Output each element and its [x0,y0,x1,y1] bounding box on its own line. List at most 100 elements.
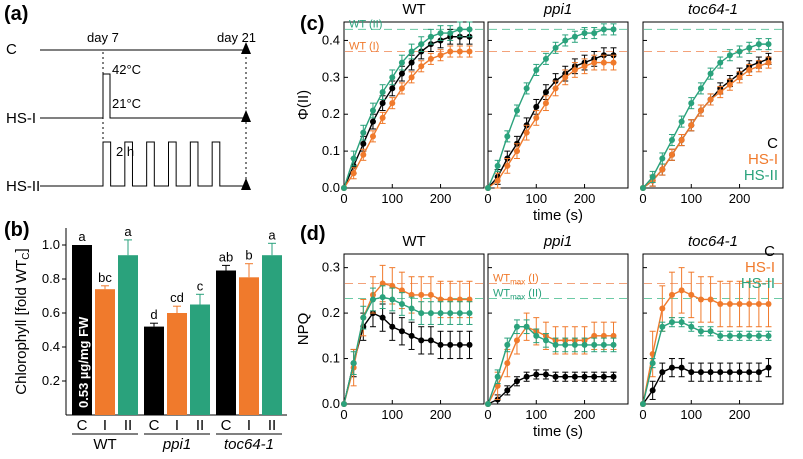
bar [95,289,115,415]
data-point [581,63,588,70]
y-tick-label: 0.1 [322,351,340,366]
subplot-WT: WT 0 100 200 0.0 0.1 0.2 0.3 0.4 [322,1,485,206]
data-point [542,100,549,107]
data-point [755,301,762,307]
x-tick-label: 200 [430,191,452,206]
data-point [668,137,675,144]
data-point [494,373,501,380]
data-point [736,74,743,81]
data-point [398,85,405,92]
data-point [697,328,704,335]
data-point [765,41,772,48]
bar [216,270,236,415]
significance-letter: c [197,278,204,293]
bar [118,255,138,415]
subplot-title: toc64-1 [688,1,738,18]
data-point [591,373,598,380]
data-point [494,177,501,184]
data-point [697,107,704,114]
data-point [533,114,540,121]
data-point [649,173,656,180]
data-point [447,310,454,317]
data-point [466,48,473,55]
data-point [523,373,530,380]
data-point [437,310,444,317]
data-point [389,85,396,92]
data-point [552,44,559,51]
data-point [369,296,376,303]
x-tick-label: 100 [381,191,403,206]
data-point [360,129,367,136]
data-point [591,332,598,339]
bar [239,277,259,415]
data-point [746,332,753,339]
day-end-label: day 21 [217,30,256,45]
data-point [398,287,405,294]
data-point [649,387,656,394]
treatment-tick-label: C [221,417,232,434]
panel-label-d: (d) [300,223,326,245]
reference-label: WTmax (II) [493,288,542,302]
data-point [552,85,559,92]
significance-letter: a [124,224,132,239]
data-point [350,155,357,162]
treatment-label-hs1: HS-I [6,110,36,127]
data-point [456,26,463,33]
significance-letter: d [150,307,157,322]
data-point [668,364,675,371]
group-label: toc64-1 [224,436,274,453]
data-point [513,378,520,385]
data-point [678,137,685,144]
significance-letter: a [268,227,276,242]
plot-frame [343,253,485,405]
data-point [513,148,520,155]
y-tick-label: 0.6 [42,305,60,320]
bar [144,326,164,415]
data-point [418,291,425,298]
data-point [610,341,617,348]
data-point [726,52,733,59]
data-point [398,59,405,66]
data-point [640,185,646,191]
reference-label: WTmax (I) [493,273,539,287]
data-point [552,341,559,348]
data-point [697,85,704,92]
y-tick-label: 0.2 [42,373,60,388]
treatment-tick-label: II [124,417,132,434]
legend-hs2: HS-II [741,275,775,292]
treatment-tick-label: I [247,417,251,434]
data-point [591,59,598,66]
data-point [437,341,444,348]
y-tick-label: 1.0 [42,237,60,252]
chlorophyll-bar-chart: 0.2 0.4 0.6 0.8 1.0 Chlorophyll [fold WTC] a Cb… [13,224,287,453]
data-point [542,371,549,378]
significance-letter: ab [219,249,233,264]
data-point [562,37,569,44]
temp-normal-label: 21°C [112,96,141,111]
x-tick-label: 0 [639,407,646,422]
data-point [571,373,578,380]
data-point [504,360,511,367]
sampling-arrow [241,42,251,54]
bar [262,255,282,415]
y-axis-label: NPQ [295,313,312,346]
significance-letter: b [245,248,252,263]
data-point [610,332,617,339]
legend-c: C [764,243,775,260]
data-point [466,296,473,303]
data-point [542,89,549,96]
data-point [485,185,491,191]
x-tick-label: 0 [340,191,347,206]
data-point [736,48,743,55]
sampling-arrow [241,110,251,122]
y-axis-label: Φ(II) [295,90,312,120]
data-point [533,103,540,110]
data-point [765,301,772,307]
x-tick-label: 200 [729,191,751,206]
phi2-line-charts: Φ(II) WT 0 100 200 0.0 0.1 0.2 0.3 0.4 ppi1 0 100 200… [295,1,784,224]
data-point [736,332,743,339]
data-point [427,337,434,344]
data-point [726,301,733,307]
series-line-HS_I [343,50,470,189]
data-point [552,373,559,380]
